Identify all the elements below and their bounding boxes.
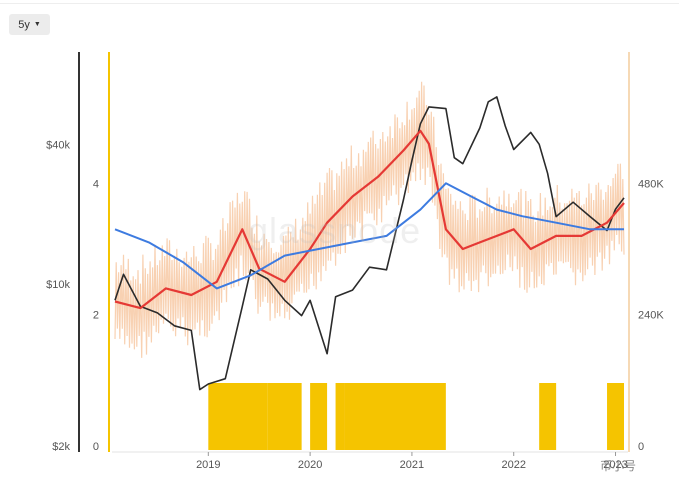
time-range-select[interactable]: 5y ▼	[9, 14, 50, 35]
count-tick-label: 0	[638, 441, 644, 453]
metric-raw-series	[114, 81, 625, 358]
signal-band	[539, 383, 557, 450]
count-tick-label: 480K	[638, 178, 664, 190]
time-range-label: 5y	[18, 18, 30, 31]
ratio-tick-label: 0	[93, 441, 99, 453]
ratio-tick-label: 2	[93, 310, 99, 322]
x-tick-label: 2022	[501, 459, 525, 471]
chevron-down-icon: ▼	[33, 21, 41, 28]
chart-series	[114, 96, 625, 391]
count-tick-label: 240K	[638, 310, 664, 322]
x-tick-label: 2020	[298, 459, 322, 471]
metric-raw-line	[114, 81, 625, 358]
x-tick-label: 2023	[603, 459, 627, 471]
metric-ma-line	[114, 129, 625, 310]
signal-band	[310, 383, 328, 450]
x-tick-label: 2021	[400, 459, 424, 471]
metric-long-ma-line	[114, 182, 624, 290]
ratio-tick-label: 4	[93, 178, 99, 190]
price-line	[114, 96, 625, 391]
signal-band	[344, 383, 446, 450]
watermark: glassnode	[248, 210, 421, 251]
signal-band	[208, 383, 268, 450]
axis-ticks: $40k $10k $2k 4 2 0 480K 240K 0 2019 2020 2021 2022 2…	[46, 139, 664, 471]
signal-band	[267, 383, 302, 450]
price-tick-label: $10k	[46, 279, 70, 291]
footer-watermark: 币小号	[600, 459, 637, 473]
signal-band	[607, 383, 624, 450]
price-tick-label: $2k	[52, 441, 70, 453]
signal-band	[335, 383, 345, 450]
price-tick-label: $40k	[46, 139, 70, 151]
top-divider	[0, 3, 679, 4]
x-tick-label: 2019	[196, 459, 220, 471]
signal-bands	[208, 383, 624, 450]
